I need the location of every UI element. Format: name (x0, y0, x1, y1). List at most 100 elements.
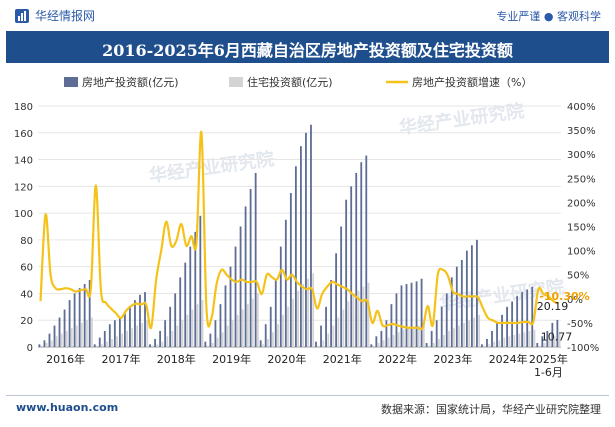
bar-residential-investment (553, 336, 556, 347)
bar-residential-investment (261, 344, 264, 347)
bar-residential-investment (101, 344, 103, 347)
bar-residential-investment (508, 336, 511, 347)
bar-residential-investment (437, 338, 440, 347)
x-tick-label: 2019年 (212, 352, 251, 366)
bar-residential-investment (171, 330, 174, 347)
y-left-tick-label: 40 (20, 289, 33, 300)
bar-total-investment (144, 292, 146, 347)
bar-total-investment (93, 344, 96, 347)
footer-url[interactable]: www.huaon.com (16, 401, 119, 414)
bar-total-investment (108, 324, 111, 347)
bar-total-investment (501, 314, 503, 347)
y-left-tick-label: 120 (14, 182, 33, 193)
bar-total-investment (425, 342, 428, 347)
bar-residential-investment (473, 317, 476, 347)
bar-total-investment (279, 246, 282, 347)
bar-total-investment (219, 304, 222, 347)
bar-total-investment (305, 132, 307, 347)
bar-residential-investment (392, 334, 395, 347)
y-left-tick-label: 160 (14, 129, 33, 140)
bar-total-investment (159, 330, 162, 347)
bar-residential-investment (297, 290, 299, 347)
brand-logo-icon (15, 8, 29, 23)
bar-residential-investment (302, 284, 305, 347)
y-left-tick-label: 100 (14, 209, 33, 220)
bar-total-investment (460, 259, 463, 347)
bar-residential-investment (548, 340, 551, 347)
brand-name: 华经情报网 (35, 9, 96, 23)
bar-residential-investment (443, 334, 445, 347)
bar-total-investment (531, 286, 534, 347)
bar-total-investment (521, 292, 524, 347)
y-left-tick-label: 140 (14, 156, 33, 167)
bar-total-investment (214, 320, 217, 347)
y-left-tick-label: 0 (27, 343, 33, 354)
x-tick-label: 2025年 (529, 352, 568, 366)
legend-swatch-residential (229, 77, 243, 87)
bar-residential-investment (241, 309, 244, 347)
bar-residential-investment (206, 345, 209, 347)
bar-residential-investment (75, 325, 78, 347)
bar-residential-investment (478, 314, 481, 347)
bar-total-investment (139, 294, 141, 347)
bar-total-investment (395, 293, 398, 347)
bar-total-investment (284, 219, 287, 347)
bar-total-investment (134, 300, 136, 347)
bar-total-investment (556, 319, 559, 347)
bar-residential-investment (287, 306, 289, 347)
bar-total-investment (68, 300, 71, 347)
top-bar: 华经情报网 专业严谨 ● 客观科学 (0, 0, 615, 30)
bar-residential-investment (256, 293, 259, 347)
bar-total-investment (169, 306, 172, 347)
bar-total-investment (73, 293, 76, 347)
y-right-tick-label: 350% (567, 126, 596, 137)
bar-total-investment (63, 309, 66, 347)
bar-residential-investment (417, 325, 420, 347)
bar-residential-investment (50, 340, 53, 347)
x-tick-label: 2016年 (46, 352, 85, 366)
bar-total-investment (310, 124, 312, 347)
bar-total-investment (476, 239, 478, 347)
bar-total-investment (129, 306, 131, 347)
bar-residential-investment (538, 345, 541, 347)
bar-residential-investment (121, 333, 123, 347)
bar-residential-investment (201, 300, 204, 347)
bar-residential-investment (427, 345, 430, 347)
bar-residential-investment (55, 336, 58, 347)
footer-source: 数据来源：国家统计局，华经产业研究院整理 (381, 403, 601, 416)
bar-residential-investment (317, 345, 320, 347)
bar-total-investment (325, 306, 327, 347)
bar-total-investment (450, 277, 453, 347)
bar-total-investment (320, 325, 322, 347)
bar-total-investment (486, 338, 488, 347)
bar-total-investment (53, 325, 56, 347)
bar-total-investment (38, 344, 41, 347)
y-left-tick-label: 180 (14, 102, 33, 113)
bar-residential-investment (246, 304, 249, 347)
y-left-tick-label: 60 (20, 263, 33, 274)
bar-total-investment (491, 330, 493, 347)
bar-total-investment (174, 293, 177, 347)
bar-residential-investment (407, 328, 410, 347)
bar-residential-investment (342, 309, 345, 347)
bar-total-investment (154, 338, 156, 347)
bar-residential-investment (543, 342, 546, 347)
bar-residential-investment (382, 340, 385, 347)
bar-total-investment (315, 341, 317, 347)
bar-total-investment (536, 342, 539, 347)
y-right-tick-label: 100% (567, 247, 596, 258)
tagline: 专业严谨 ● 客观科学 (496, 10, 601, 23)
legend-label-total: 房地产投资额(亿元) (82, 75, 179, 89)
bar-total-investment (455, 266, 458, 347)
bar-total-investment (390, 304, 393, 347)
bar-total-investment (83, 284, 86, 347)
bar-residential-investment (533, 329, 536, 347)
bar-total-investment (269, 306, 272, 347)
brand[interactable]: 华经情报网 (14, 7, 95, 24)
bar-residential-investment (60, 333, 63, 347)
bar-total-investment (199, 215, 202, 347)
bar-total-investment (118, 317, 121, 347)
bar-residential-investment (251, 298, 254, 347)
bar-residential-investment (45, 342, 48, 347)
legend-swatch-total (64, 77, 78, 87)
